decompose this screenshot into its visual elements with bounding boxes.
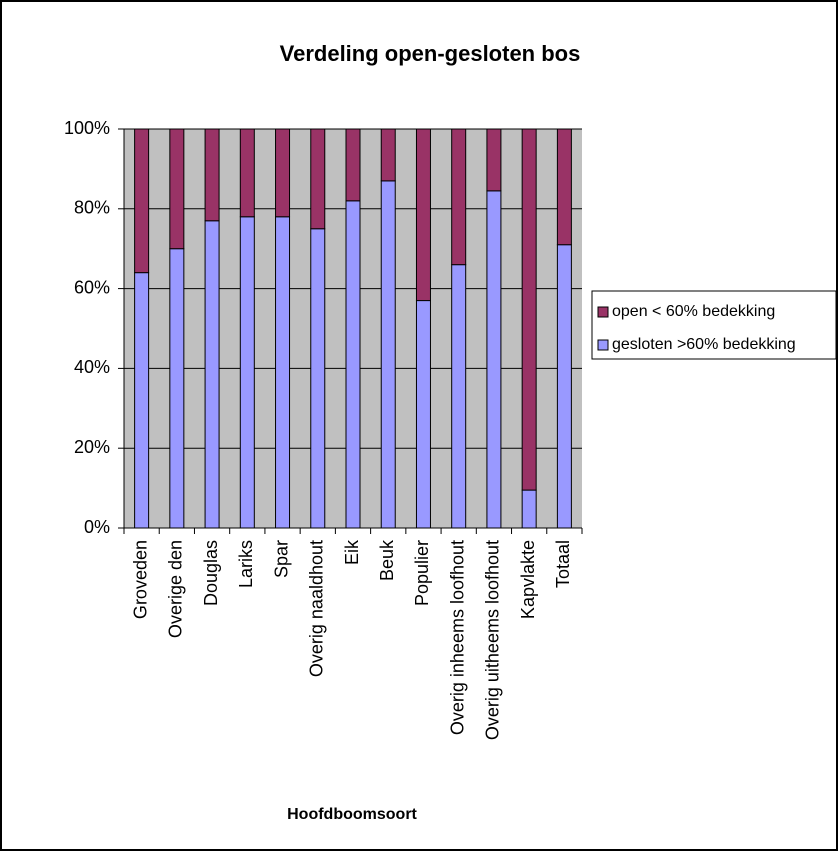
x-tick-label: Totaal	[553, 540, 573, 588]
x-tick-label: Kapvlakte	[518, 540, 538, 619]
x-tick-label: Eik	[342, 539, 362, 565]
y-tick-label: 0%	[84, 517, 110, 537]
bar-segment	[169, 248, 185, 529]
bar-segment	[486, 128, 502, 192]
x-tick-label: Overige den	[166, 540, 186, 638]
bar-segment	[275, 216, 291, 529]
x-tick-label: Populier	[412, 540, 432, 606]
bar-segment	[239, 128, 255, 218]
x-axis-title: Hoofdboomsoort	[287, 806, 417, 823]
bar-segment	[345, 200, 361, 529]
x-tick-label: Spar	[271, 540, 291, 578]
bar-segment	[345, 128, 361, 202]
bar-segment	[134, 128, 150, 274]
bar-segment	[521, 489, 537, 529]
legend-label: gesloten >60% bedekking	[612, 336, 796, 353]
bar-segment	[169, 128, 185, 250]
bar-segment	[310, 228, 326, 529]
bar-segment	[556, 128, 572, 246]
bar-segment	[204, 220, 220, 529]
bar-segment	[134, 272, 150, 529]
y-tick-label: 60%	[74, 277, 110, 297]
bar-segment	[415, 300, 431, 529]
y-tick-label: 40%	[74, 357, 110, 377]
legend-swatch	[597, 339, 609, 351]
x-tick-label: Douglas	[201, 540, 221, 606]
x-tick-label: Overig naaldhout	[307, 540, 327, 677]
bar-segment	[556, 244, 572, 529]
bar-segment	[310, 128, 326, 230]
bar-segment	[204, 128, 220, 222]
y-tick-label: 80%	[74, 198, 110, 218]
x-tick-label: Groveden	[130, 540, 150, 619]
bar-segment	[521, 128, 537, 491]
y-tick-label: 20%	[74, 437, 110, 457]
bar-segment	[380, 128, 396, 182]
legend-label: open < 60% bedekking	[612, 303, 775, 320]
chart-title: Verdeling open-gesloten bos	[280, 41, 581, 66]
legend-swatch	[597, 306, 609, 318]
x-tick-label: Overig inheems loofhout	[447, 540, 467, 735]
y-tick-label: 100%	[64, 118, 110, 138]
legend-box	[591, 290, 837, 360]
x-tick-label: Overig uitheems loofhout	[483, 540, 503, 740]
x-tick-label: Beuk	[377, 539, 397, 581]
bar-segment	[451, 128, 467, 266]
bar-segment	[451, 264, 467, 529]
bar-segment	[239, 216, 255, 529]
bar-segment	[415, 128, 431, 302]
bar-segment	[275, 128, 291, 218]
x-tick-label: Lariks	[236, 540, 256, 588]
bar-segment	[380, 180, 396, 529]
bar-segment	[486, 190, 502, 529]
